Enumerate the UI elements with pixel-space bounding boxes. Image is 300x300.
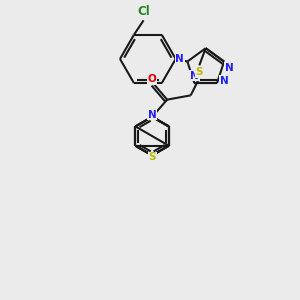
Text: N: N	[190, 70, 199, 81]
Text: S: S	[148, 152, 156, 163]
Text: N: N	[225, 63, 234, 73]
Text: N: N	[176, 54, 184, 64]
Text: N: N	[148, 110, 157, 120]
Text: N: N	[220, 76, 229, 86]
Text: O: O	[148, 74, 157, 84]
Text: Cl: Cl	[137, 5, 150, 18]
Text: S: S	[196, 67, 203, 77]
